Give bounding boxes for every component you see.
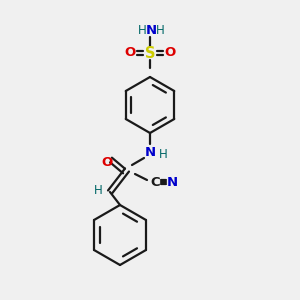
Text: O: O (124, 46, 136, 59)
Text: N: N (144, 146, 156, 158)
Text: N: N (167, 176, 178, 188)
Text: O: O (164, 46, 175, 59)
Text: C: C (150, 176, 160, 188)
Text: H: H (138, 23, 146, 37)
Text: H: H (159, 148, 167, 161)
Text: S: S (145, 46, 155, 61)
Text: O: O (101, 155, 112, 169)
Text: H: H (156, 23, 164, 37)
Text: N: N (146, 23, 157, 37)
Text: H: H (94, 184, 102, 196)
